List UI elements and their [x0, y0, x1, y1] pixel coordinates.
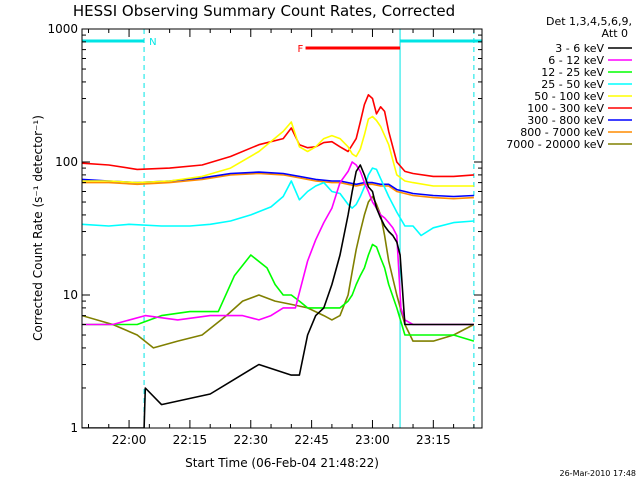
- chart-title: HESSI Observing Summary Count Rates, Cor…: [73, 2, 455, 20]
- y-axis: 1 10 100 1000: [47, 22, 482, 435]
- series-line: [82, 171, 474, 198]
- legend-label: 300 - 800 keV: [527, 114, 604, 127]
- series-line: [82, 94, 474, 178]
- x-tick-label: 23:00: [355, 433, 390, 447]
- y-tick-label: 1: [70, 421, 78, 435]
- y-tick-label: 10: [63, 288, 78, 302]
- x-axis-label: Start Time (06-Feb-04 21:48:22): [185, 456, 379, 470]
- series-line: [82, 243, 475, 342]
- x-tick-label: 22:45: [294, 433, 329, 447]
- series-layer: [82, 94, 475, 428]
- orbit-annotations: NF: [82, 29, 482, 428]
- series-line: [82, 195, 475, 349]
- y-tick-label: 100: [55, 155, 78, 169]
- y-tick-label: 1000: [47, 22, 78, 36]
- series-line: [82, 167, 474, 237]
- legend-label: 7000 - 20000 keV: [506, 138, 604, 151]
- legend-label: 800 - 7000 keV: [520, 126, 604, 139]
- x-tick-label: 22:00: [112, 433, 147, 447]
- series-line: [82, 164, 474, 428]
- plot-area: NF: [82, 29, 482, 428]
- series-line: [82, 161, 474, 326]
- y-axis-label: Corrected Count Rate (s⁻¹ detector⁻¹): [31, 115, 45, 341]
- legend-label: 12 - 25 keV: [541, 66, 604, 79]
- legend-label: 6 - 12 keV: [548, 54, 604, 67]
- flare-interval-label: F: [298, 44, 304, 55]
- legend-header-attenuator: Att 0: [602, 27, 628, 40]
- x-tick-label: 22:15: [173, 433, 208, 447]
- legend-label: 100 - 300 keV: [527, 102, 604, 115]
- x-axis: 22:00 22:15 22:30 22:45 23:00 23:15: [87, 29, 475, 447]
- legend-header-detectors: Det 1,3,4,5,6,9,: [546, 15, 632, 28]
- generation-timestamp: 26-Mar-2010 17:48: [560, 469, 637, 478]
- legend-label: 50 - 100 keV: [534, 90, 604, 103]
- plot-frame: [81, 28, 483, 429]
- night-interval-label: N: [149, 37, 156, 48]
- x-tick-label: 22:30: [233, 433, 268, 447]
- legend-label: 25 - 50 keV: [541, 78, 604, 91]
- series-line: [82, 115, 474, 187]
- series-line: [82, 172, 474, 200]
- x-tick-label: 23:15: [416, 433, 451, 447]
- legend-label: 3 - 6 keV: [555, 42, 604, 55]
